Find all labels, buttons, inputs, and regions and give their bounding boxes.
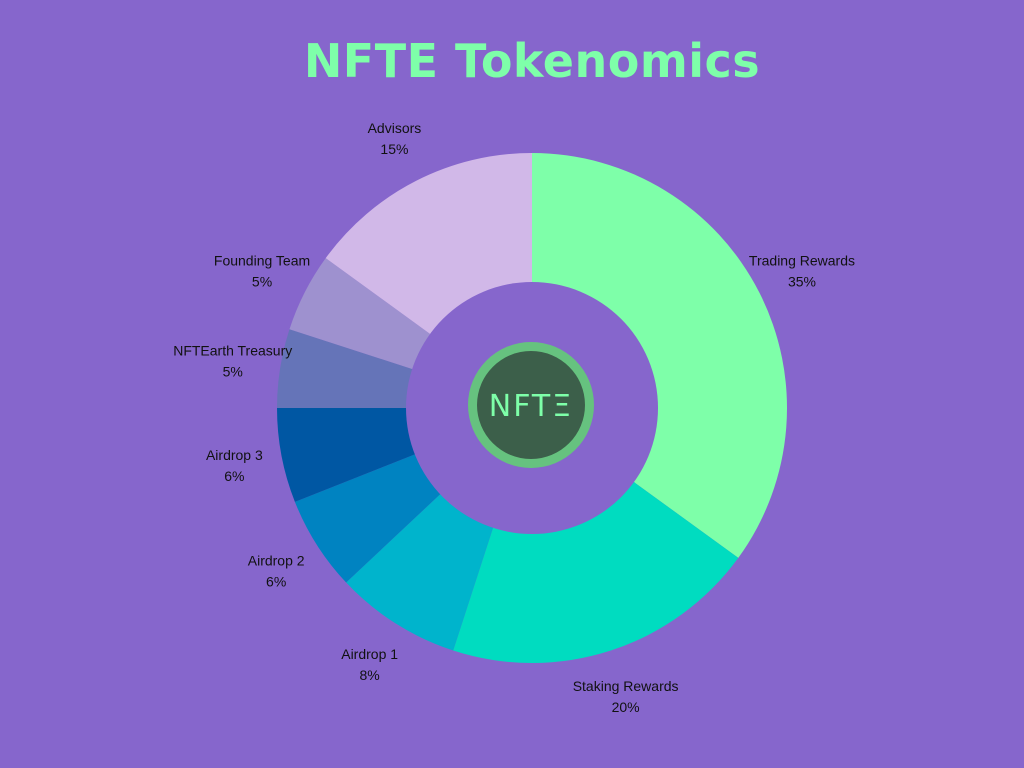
logo-text: NFTΞ [489,389,573,424]
slice-label-nftearth-treasury: NFTEarth Treasury 5% [173,343,292,380]
slice-label-founding-team: Founding Team 5% [214,252,310,289]
slice-label-name: Airdrop 2 [248,552,305,568]
logo-inner-disc [477,351,585,459]
slice-label-name: Airdrop 3 [206,447,263,463]
slice-label-airdrop-2: Airdrop 2 6% [248,552,305,589]
slice-label-name: Founding Team [214,252,310,268]
slice-labels: Trading Rewards 35% Staking Rewards 20% Aird… [173,120,855,715]
slice-nftearth-treasury [277,329,415,408]
slice-founding-team [289,258,432,370]
nfte-logo: NFTΞ [468,342,594,468]
slice-label-name: Airdrop 1 [341,646,398,662]
slice-label-value: 35% [788,273,816,289]
slice-airdrop-3 [277,408,417,502]
slice-label-value: 5% [223,364,243,380]
slice-label-advisors: Advisors 15% [368,120,422,157]
slice-airdrop-2 [294,453,442,583]
slice-label-value: 6% [266,573,286,589]
slice-label-trading-rewards: Trading Rewards 35% [749,252,855,289]
slice-staking-rewards [453,480,739,663]
slice-label-airdrop-3: Airdrop 3 6% [206,447,263,484]
slice-label-value: 20% [612,699,640,715]
slice-label-name: Staking Rewards [573,678,679,694]
slice-label-name: Advisors [368,120,422,136]
slice-label-name: Trading Rewards [749,252,855,268]
slice-label-value: 6% [224,468,244,484]
chart-title: NFTE Tokenomics [303,34,761,88]
slice-label-airdrop-1: Airdrop 1 8% [341,646,398,683]
slice-label-value: 15% [380,141,408,157]
slice-trading-rewards [532,153,788,558]
slice-label-staking-rewards: Staking Rewards 20% [573,678,679,715]
slice-label-value: 5% [252,273,272,289]
slice-label-value: 8% [360,667,380,683]
donut-slices [277,153,788,663]
slice-airdrop-1 [346,492,494,651]
slice-advisors [325,153,532,336]
slice-label-name: NFTEarth Treasury [173,343,292,359]
